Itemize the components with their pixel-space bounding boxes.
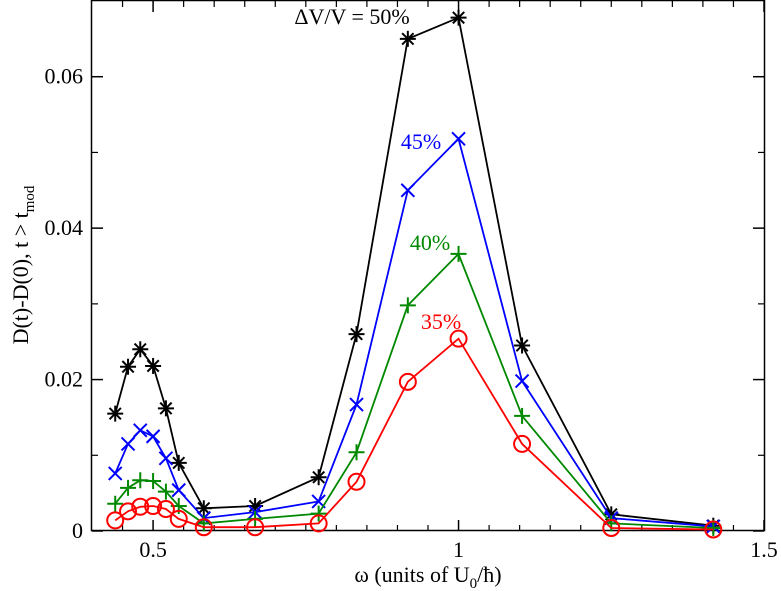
x-tick-label: 1.5 <box>750 537 778 562</box>
series-45pct <box>108 131 721 534</box>
data-point <box>398 372 417 391</box>
data-point <box>133 423 148 438</box>
series-label-50pct: ΔV/V = 50% <box>294 4 409 29</box>
data-point <box>131 497 150 516</box>
data-point <box>399 297 416 314</box>
data-point <box>349 397 364 412</box>
data-point <box>348 444 365 461</box>
data-point <box>171 482 186 498</box>
data-point <box>120 479 137 496</box>
data-point <box>399 30 416 47</box>
data-point <box>119 502 138 521</box>
data-point <box>194 518 213 537</box>
series-line <box>114 252 714 529</box>
data-point <box>450 9 467 26</box>
data-point <box>450 245 467 262</box>
series-layer <box>106 9 723 539</box>
data-point <box>120 436 136 452</box>
data-point <box>108 466 123 481</box>
data-point <box>310 469 327 486</box>
series-50pct <box>107 9 722 534</box>
series-annotations: ΔV/V = 50% 45% 40% 35% <box>294 4 461 334</box>
data-point <box>449 329 468 348</box>
data-point <box>144 497 163 516</box>
x-tick-label: 0.5 <box>139 537 167 562</box>
data-point <box>156 500 175 519</box>
axis-ticks: 0.5 1 1.5 0 0.02 0.04 0.06 <box>45 1 778 562</box>
y-axis-title: D(t)-D(0), t > tmod <box>8 185 38 344</box>
data-point <box>195 500 212 517</box>
y-tick-label: 0.04 <box>45 215 84 240</box>
data-point <box>514 337 531 354</box>
data-point <box>107 405 124 422</box>
series-line <box>114 137 714 528</box>
x-tick-label: 1 <box>453 537 464 562</box>
series-40pct <box>107 245 722 536</box>
series-line <box>114 337 714 531</box>
series-label-45pct: 45% <box>401 129 441 154</box>
data-point <box>400 183 416 198</box>
series-label-40pct: 40% <box>410 230 450 255</box>
data-point <box>602 518 621 537</box>
data-point <box>157 483 174 500</box>
data-point <box>704 520 723 539</box>
data-point <box>145 357 162 374</box>
data-point <box>705 519 722 536</box>
data-point <box>451 131 466 147</box>
data-point <box>145 429 161 444</box>
data-point <box>169 509 188 528</box>
data-point <box>348 326 365 343</box>
data-point <box>514 373 530 389</box>
data-point <box>158 451 174 466</box>
y-tick-label: 0.06 <box>45 64 84 89</box>
series-35pct <box>106 329 723 539</box>
data-point <box>513 434 532 453</box>
data-point <box>120 358 137 375</box>
data-point <box>310 505 327 522</box>
data-point <box>514 407 531 424</box>
plot-frame <box>90 0 766 532</box>
data-point <box>195 515 212 532</box>
series-line <box>114 16 714 527</box>
y-tick-label: 0.02 <box>45 367 84 392</box>
data-point <box>132 341 149 358</box>
x-axis-title: ω (units of U0/ħ) <box>354 562 501 591</box>
series-label-35pct: 35% <box>421 309 461 334</box>
data-point <box>157 400 174 417</box>
data-point <box>309 514 328 533</box>
data-point <box>107 495 124 512</box>
data-point <box>347 472 366 491</box>
data-point <box>145 473 162 490</box>
y-tick-label: 0 <box>72 518 83 543</box>
data-point <box>106 511 125 530</box>
data-point <box>170 454 187 471</box>
data-point <box>246 518 265 537</box>
